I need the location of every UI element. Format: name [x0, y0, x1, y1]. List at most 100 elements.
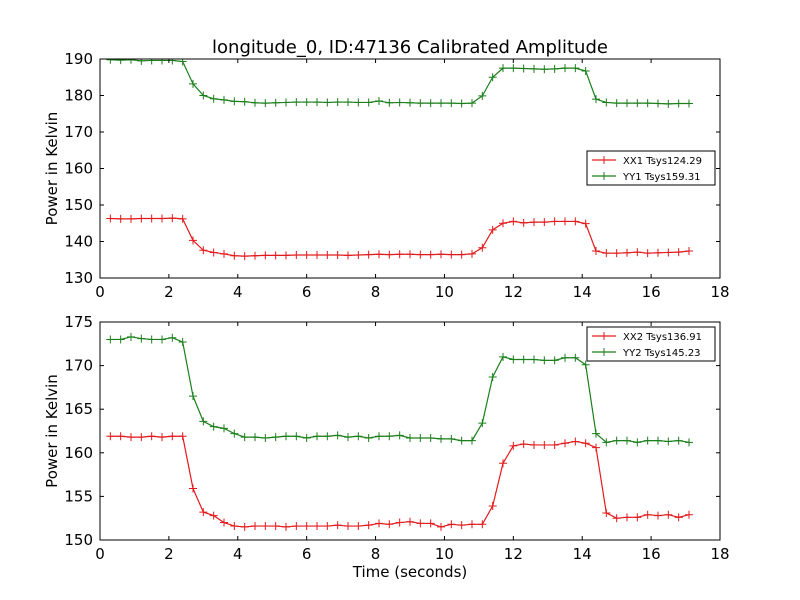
top-series-2-point: [478, 91, 487, 100]
bottom-series-2-point: [581, 360, 590, 369]
bottom-series-1-point: [664, 510, 673, 519]
bottom-legend-box: [586, 326, 716, 362]
top-series-1-point: [530, 218, 538, 227]
top-series-2-point: [550, 64, 559, 73]
top-series-2-point: [261, 99, 270, 108]
top-y-tick-label: 160: [64, 160, 93, 178]
top-series-2-point: [106, 59, 115, 64]
bottom-series-2-point: [633, 438, 642, 447]
bottom-series-2-point: [623, 436, 631, 445]
top-series-1-point: [571, 217, 580, 226]
top-series-2-point: [447, 99, 456, 108]
top-series-1-point: [292, 251, 301, 259]
bottom-series-1-point: [643, 510, 652, 519]
bottom-series-1-point: [189, 484, 197, 493]
top-series-1-point: [313, 251, 321, 259]
top-series-2-point: [633, 99, 642, 108]
bottom-y-tick-label: 150: [64, 531, 93, 549]
top-series-1-point: [550, 217, 559, 226]
top-series-2-point: [364, 98, 373, 107]
top-series-2-point: [333, 98, 342, 107]
top-series-1-point: [199, 246, 208, 255]
top-series-1-point: [664, 248, 673, 257]
bottom-series-1-point: [147, 432, 156, 441]
bottom-series-1-point: [137, 433, 146, 442]
bottom-series-2-point: [457, 436, 466, 445]
top-series-1-point: [137, 214, 146, 223]
top-series-2-point: [158, 59, 166, 65]
top-series-1-point: [457, 250, 466, 259]
top-series-1-point: [271, 251, 280, 260]
bottom-series-2-point: [240, 433, 249, 442]
bottom-series-2-point: [612, 436, 621, 445]
top-series-1-point: [261, 251, 270, 260]
top-legend-marker-1: [600, 156, 608, 164]
top-series-2-point: [416, 99, 425, 108]
top-series-2-point: [220, 95, 228, 104]
bottom-x-tick-label: 12: [504, 545, 523, 563]
top-series-1-point: [654, 248, 662, 257]
bottom-series-1-point: [302, 522, 311, 531]
top-series-2-point: [395, 98, 404, 107]
top-series-2-point: [509, 64, 518, 73]
figure-title: longitude_0, ID:47136 Calibrated Amplitu…: [212, 37, 608, 58]
top-series-1-point: [189, 236, 197, 245]
top-series-1-point: [674, 248, 683, 257]
top-legend-marker-2: [600, 172, 608, 180]
bottom-series-2-point: [209, 422, 218, 431]
bottom-x-tick-label: 6: [302, 545, 312, 563]
top-x-tick-label: 16: [642, 283, 661, 301]
bottom-x-tick-label: 0: [95, 545, 105, 563]
top-series-2-point: [385, 98, 394, 107]
bottom-series-1-point: [592, 443, 600, 452]
bottom-series-2-point: [437, 434, 445, 443]
bottom-series-1-point: [313, 522, 321, 531]
bottom-series-2-point: [189, 392, 197, 401]
top-series-1-point: [344, 251, 352, 260]
bottom-series-2-point: [602, 438, 611, 447]
bottom-series-1-point: [158, 433, 166, 442]
bottom-series-1-point: [437, 522, 445, 531]
bottom-series-2-point: [385, 432, 394, 441]
top-series-2-point: [354, 98, 363, 107]
top-series-2-point: [189, 79, 197, 88]
top-series-1-point: [447, 250, 456, 259]
bottom-series-1-point: [209, 511, 218, 520]
bottom-series-1-point: [375, 519, 383, 528]
bottom-series-1-point: [519, 440, 528, 449]
bottom-series-1-point: [571, 437, 580, 446]
bottom-series-1-point: [323, 522, 332, 531]
top-series-1-point: [468, 249, 476, 258]
top-series-1-point: [685, 246, 693, 255]
top-series-2-point: [199, 91, 208, 100]
bottom-series-1-point: [271, 522, 280, 531]
top-plot: 0 2 4 6 8 10 12 14 16 18 130 140 150 160 170 180 190 Powe…: [43, 50, 730, 301]
top-series-2-point: [685, 99, 693, 108]
bottom-series-2-point: [375, 432, 383, 441]
bottom-series-1-point: [623, 513, 631, 522]
top-series-1-point: [168, 214, 177, 223]
top-series-1-point: [106, 214, 115, 223]
bottom-series-2-point: [499, 352, 507, 361]
bottom-legend-label-1: XX2 Tsys136.91: [623, 332, 702, 343]
top-series-2-point: [302, 98, 311, 107]
top-y-tick-label: 190: [64, 50, 93, 68]
bottom-y-tick-label: 175: [64, 313, 93, 331]
bottom-series-2-point: [137, 334, 146, 343]
bottom-series-2-point: [530, 355, 538, 364]
top-series-2-point: [581, 67, 590, 76]
bottom-series-2-point: [509, 355, 518, 364]
bottom-series-2-point: [561, 353, 569, 362]
top-series-2-point: [664, 99, 673, 108]
top-series-1-point: [147, 214, 156, 223]
bottom-x-tick-label: 16: [642, 545, 661, 563]
bottom-y-tick-label: 155: [64, 487, 93, 505]
top-series-2-point: [251, 98, 259, 107]
bottom-series-1-point: [499, 459, 507, 468]
bottom-x-tick-label: 8: [371, 545, 381, 563]
top-series-1-point: [158, 214, 166, 223]
bottom-series-2-point: [416, 433, 425, 442]
bottom-series-1-point: [240, 522, 249, 531]
bottom-series-1-point: [488, 501, 497, 510]
bottom-series-2-point: [220, 424, 228, 433]
